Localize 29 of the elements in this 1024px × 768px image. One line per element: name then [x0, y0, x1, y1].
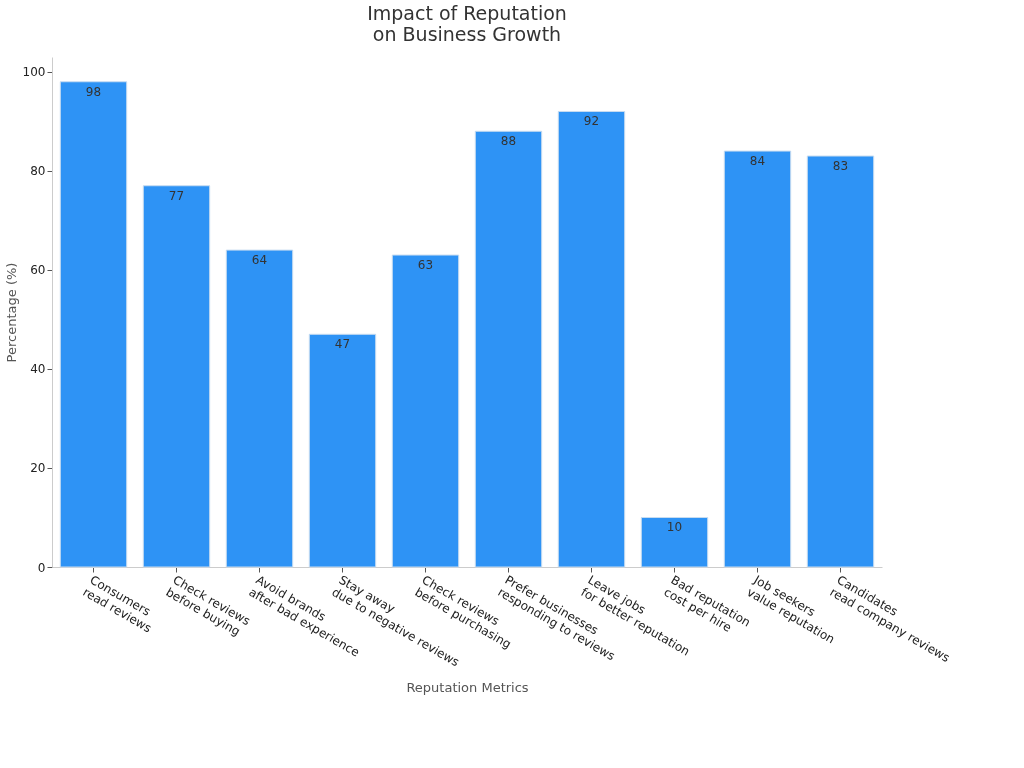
data-label: 63 — [417, 258, 434, 273]
bar — [806, 155, 875, 568]
bar — [308, 333, 377, 568]
data-label: 98 — [85, 84, 102, 99]
data-label: 64 — [251, 253, 268, 268]
y-axis-title: Percentage (%) — [3, 262, 19, 363]
data-label: 10 — [666, 520, 683, 535]
bar — [640, 516, 709, 568]
y-tick-label: 20 — [30, 461, 46, 476]
data-label: 47 — [334, 337, 351, 352]
bar — [142, 185, 211, 568]
y-tick-label: 0 — [37, 560, 46, 575]
bar — [723, 150, 792, 568]
y-tick-label: 100 — [22, 65, 46, 80]
bar — [225, 249, 294, 568]
x-axis-title: Reputation Metrics — [406, 680, 529, 696]
chart-title: Impact of Reputation on Business Growth — [367, 2, 567, 45]
y-tick-label: 60 — [30, 263, 46, 278]
data-label: 92 — [583, 114, 600, 129]
bar — [557, 110, 626, 568]
y-tick-label: 80 — [30, 164, 46, 179]
bar — [391, 254, 460, 568]
data-label: 83 — [832, 159, 849, 174]
bar — [474, 130, 543, 568]
y-tick-label: 40 — [30, 362, 46, 377]
data-label: 88 — [500, 134, 517, 149]
data-label: 84 — [749, 154, 766, 169]
data-label: 77 — [168, 188, 185, 203]
bar — [59, 81, 128, 568]
